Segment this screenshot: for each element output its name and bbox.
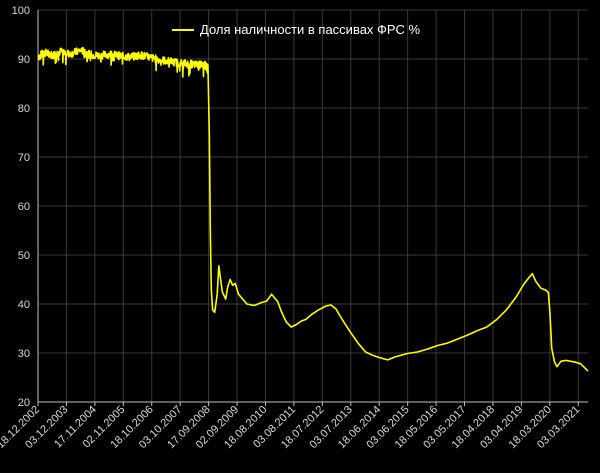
y-tick-label: 50: [18, 250, 30, 262]
y-tick-label: 90: [18, 54, 30, 66]
y-tick-label: 60: [18, 201, 30, 213]
y-tick-label: 80: [18, 103, 30, 115]
y-tick-label: 40: [18, 299, 30, 311]
y-tick-label: 30: [18, 348, 30, 360]
legend-label: Доля наличности в пассивах ФРС %: [200, 22, 420, 37]
y-tick-label: 100: [12, 5, 30, 17]
series-line: [37, 46, 589, 372]
y-tick-label: 70: [18, 152, 30, 164]
y-tick-label: 20: [18, 397, 30, 409]
